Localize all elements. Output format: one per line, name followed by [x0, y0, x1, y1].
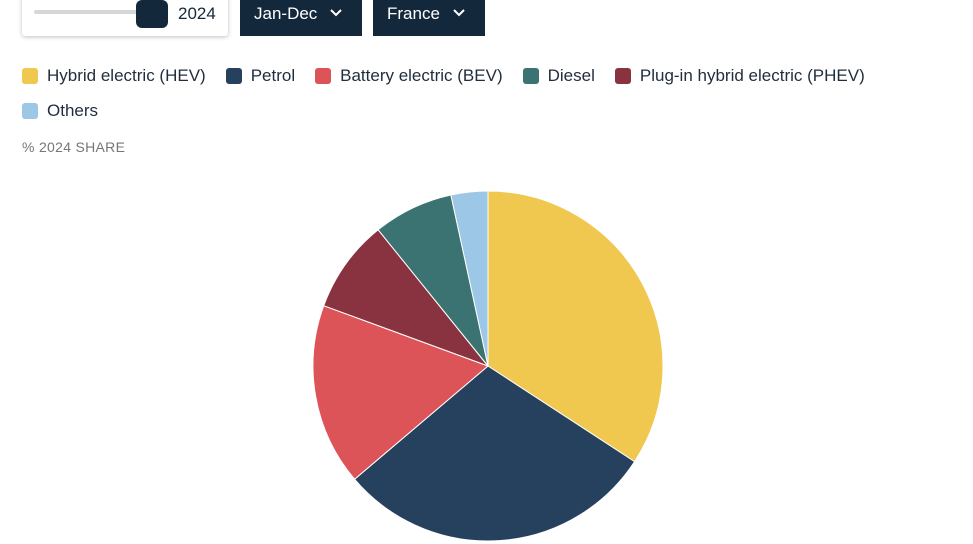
legend-item[interactable]: Plug-in hybrid electric (PHEV) [614, 64, 865, 87]
chevron [453, 9, 465, 17]
legend-label: Hybrid electric (HEV) [47, 65, 206, 85]
pie-slice [353, 365, 636, 542]
legend-label: Plug-in hybrid electric (PHEV) [639, 65, 865, 85]
period-dropdown[interactable]: Jan-Dec [240, 0, 362, 36]
legend-item[interactable]: Petrol [225, 64, 296, 87]
year-value: 2024 [178, 4, 216, 23]
legend-swatch [522, 67, 539, 84]
legend-swatch [225, 67, 242, 84]
country-dropdown[interactable]: France [373, 0, 485, 36]
legend-item[interactable]: Diesel [522, 64, 595, 87]
country-value: France [387, 4, 440, 23]
legend-label: Petrol [250, 65, 296, 85]
year-slider[interactable]: 2024 [22, 0, 228, 36]
legend-item[interactable]: Battery electric (BEV) [315, 64, 503, 87]
pie-slice [323, 229, 490, 368]
legend-swatch [22, 67, 38, 84]
slider-thumb[interactable] [136, 0, 168, 28]
legend-label: Others [47, 100, 99, 120]
legend-swatch [614, 67, 631, 84]
chevron [330, 9, 343, 17]
legend-item[interactable]: Hybrid electric (HEV) [22, 64, 206, 87]
legend: Hybrid electric (HEV) Petrol Battery elect… [22, 64, 962, 122]
pie-slice [312, 305, 489, 480]
legend-swatch [22, 102, 38, 119]
slider-track [34, 10, 154, 14]
period-value: Jan-Dec [254, 4, 318, 23]
legend-label: Battery electric (BEV) [340, 65, 503, 85]
chart-subtitle: % 2024 SHARE [22, 139, 126, 155]
legend-item[interactable]: Others [22, 99, 98, 122]
legend-label: Diesel [547, 65, 595, 85]
pie-slice [450, 190, 489, 367]
legend-swatch [315, 67, 332, 84]
